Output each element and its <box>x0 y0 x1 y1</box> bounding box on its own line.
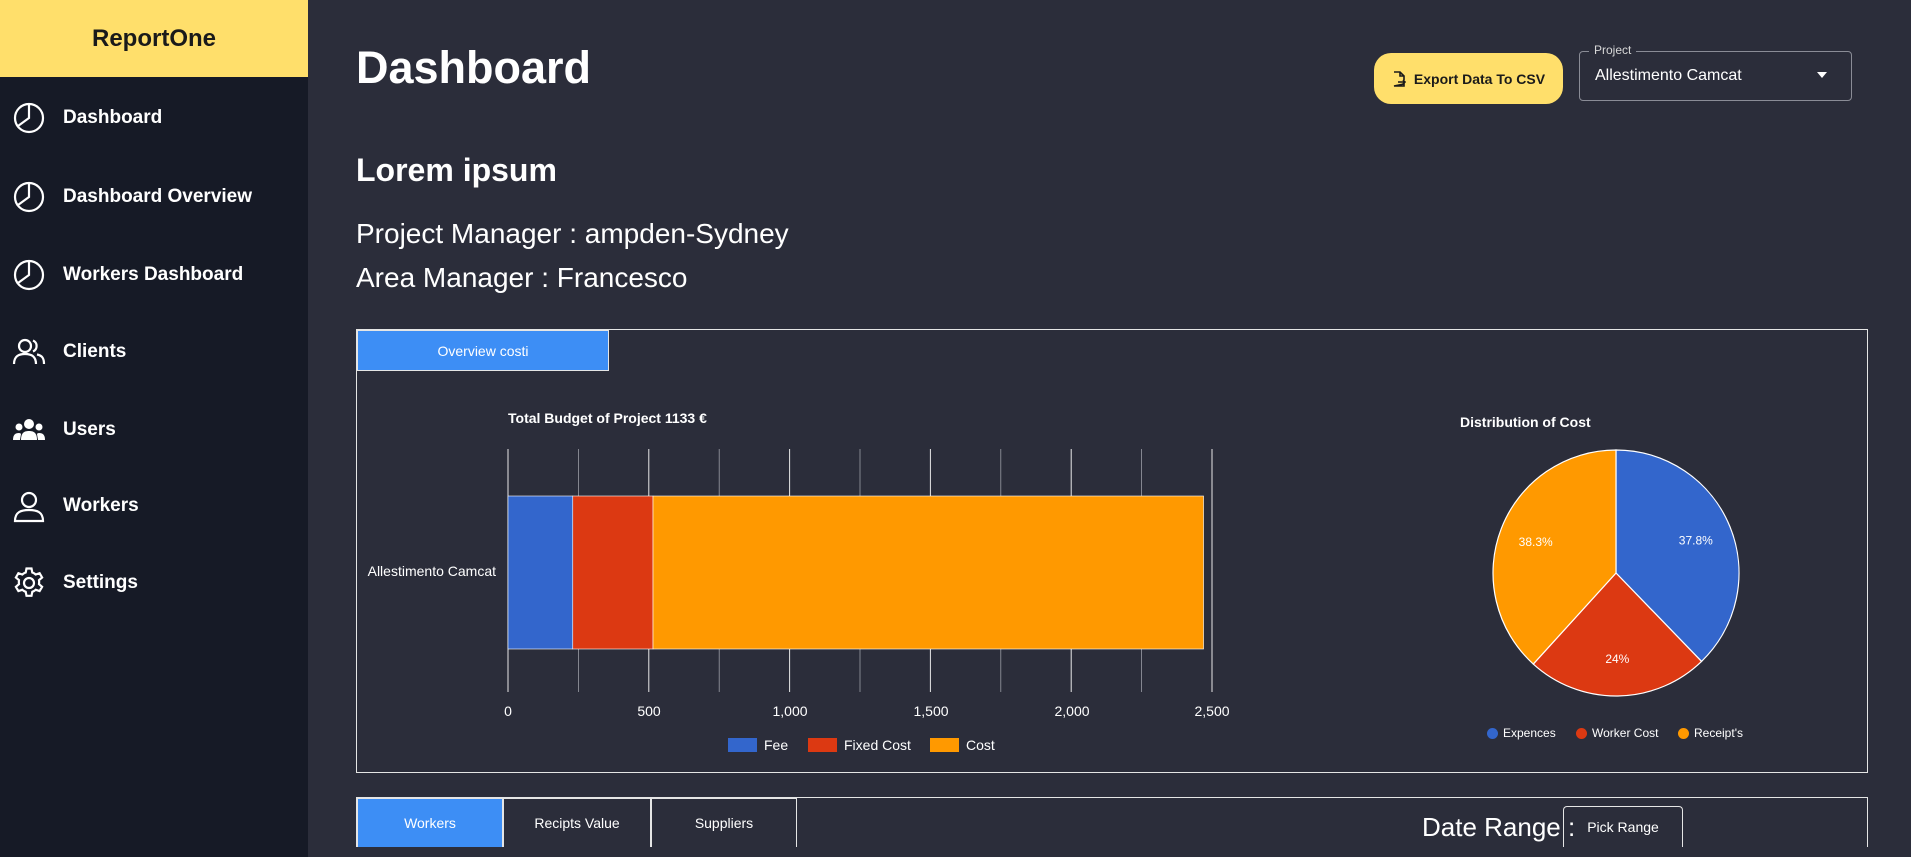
sidebar-item-label: Workers Dashboard <box>63 264 244 285</box>
sidebar-item-label: Settings <box>63 572 138 593</box>
export-csv-button[interactable]: Export Data To CSV <box>1374 53 1563 104</box>
sidebar-item-label: Clients <box>63 341 127 362</box>
pie-chart-icon <box>13 102 45 134</box>
legend-label: Fixed Cost <box>844 737 911 753</box>
legend-dot <box>1487 727 1498 739</box>
legend-dot <box>1678 727 1689 739</box>
legend-swatch <box>728 738 757 752</box>
pie-chart-icon <box>13 181 45 213</box>
sidebar-item-label: Dashboard <box>63 107 163 128</box>
sidebar-item-clients[interactable]: Clients <box>0 324 308 380</box>
sidebar-item-dashboard-overview[interactable]: Dashboard Overview <box>0 169 308 225</box>
project-manager-text: Project Manager : ampden-Sydney <box>356 218 789 249</box>
tab-recipts-value[interactable]: Recipts Value <box>503 798 651 847</box>
pie-legend-item-expences: Expences <box>1487 726 1556 740</box>
sidebar-item-label: Users <box>63 419 116 440</box>
section-title: Lorem ipsum <box>356 152 557 188</box>
pie-legend-item-receipts: Receipt's <box>1678 726 1743 740</box>
person-icon <box>13 491 45 523</box>
legend-swatch <box>808 738 837 752</box>
sidebar: ReportOne <box>0 0 308 857</box>
pie-slice-label: 37.8% <box>1679 534 1713 548</box>
project-select-label: Project <box>1589 43 1637 57</box>
gear-icon <box>14 567 44 597</box>
date-range-label: Date Range : <box>1422 812 1576 842</box>
legend-item-fixed-cost: Fixed Cost <box>808 737 911 753</box>
legend-label: Fee <box>764 737 789 753</box>
overview-card <box>356 329 1868 773</box>
project-select-value[interactable]: Allestimento Camcat <box>1595 67 1742 84</box>
tick-label: 2,500 <box>1194 703 1230 719</box>
pie-slice-expences[interactable] <box>1615 449 1740 663</box>
legend-dot <box>1576 727 1587 739</box>
pie-slice-receipt-s[interactable] <box>1492 449 1617 665</box>
export-csv-label: Export Data To CSV <box>1413 70 1546 87</box>
legend-item-cost: Cost <box>930 737 995 753</box>
bar-segment-fee[interactable] <box>507 495 574 650</box>
legend-swatch <box>930 738 959 752</box>
tab-workers[interactable]: Workers <box>357 798 503 847</box>
chevron-down-icon[interactable] <box>1817 72 1827 78</box>
pick-range-button[interactable]: Pick Range <box>1563 806 1683 847</box>
tick-label: 1,000 <box>772 703 808 719</box>
sidebar-item-settings[interactable]: Settings <box>0 555 308 611</box>
tab-overview-costi[interactable]: Overview costi <box>357 330 609 371</box>
legend-label: Cost <box>966 737 995 753</box>
sidebar-item-label: Dashboard Overview <box>63 186 253 207</box>
group-icon <box>13 419 45 440</box>
pie-chart-icon <box>13 259 45 291</box>
bar-chart-title: Total Budget of Project 1133 € <box>508 410 707 426</box>
pie-slice-worker-cost[interactable] <box>1532 572 1703 697</box>
sidebar-item-workers[interactable]: Workers <box>0 478 308 534</box>
brand-logo[interactable]: ReportOne <box>0 0 308 77</box>
tick-label: 500 <box>637 703 661 719</box>
sidebar-item-workers-dashboard[interactable]: Workers Dashboard <box>0 247 308 303</box>
pie-chart-title: Distribution of Cost <box>1460 414 1591 430</box>
legend-item-fee: Fee <box>728 737 788 753</box>
legend-label: Worker Cost <box>1592 726 1659 740</box>
area-manager-text: Area Manager : Francesco <box>356 262 688 293</box>
page-title: Dashboard <box>356 42 592 93</box>
workers-card <box>356 797 1868 847</box>
file-export-icon <box>1393 70 1406 87</box>
tab-suppliers[interactable]: Suppliers <box>651 798 797 847</box>
project-select[interactable] <box>1579 51 1852 101</box>
people-icon <box>12 338 46 365</box>
legend-label: Expences <box>1503 726 1556 740</box>
sidebar-item-users[interactable]: Users <box>0 402 308 458</box>
tick-label: 2,000 <box>1054 703 1090 719</box>
sidebar-item-label: Workers <box>63 495 139 516</box>
pie-legend-item-worker-cost: Worker Cost <box>1576 726 1658 740</box>
sidebar-item-dashboard[interactable]: Dashboard <box>0 90 308 146</box>
tick-label: 1,500 <box>913 703 949 719</box>
bar-category-label: Allestimento Camcat <box>367 563 496 579</box>
legend-label: Receipt's <box>1694 726 1743 740</box>
pie-slice-label: 38.3% <box>1519 535 1553 549</box>
bar-segment-fixed-cost[interactable] <box>572 495 654 650</box>
tick-label: 0 <box>504 703 512 719</box>
pie-slice-label: 24% <box>1605 652 1629 666</box>
bar-segment-cost[interactable] <box>652 495 1204 650</box>
